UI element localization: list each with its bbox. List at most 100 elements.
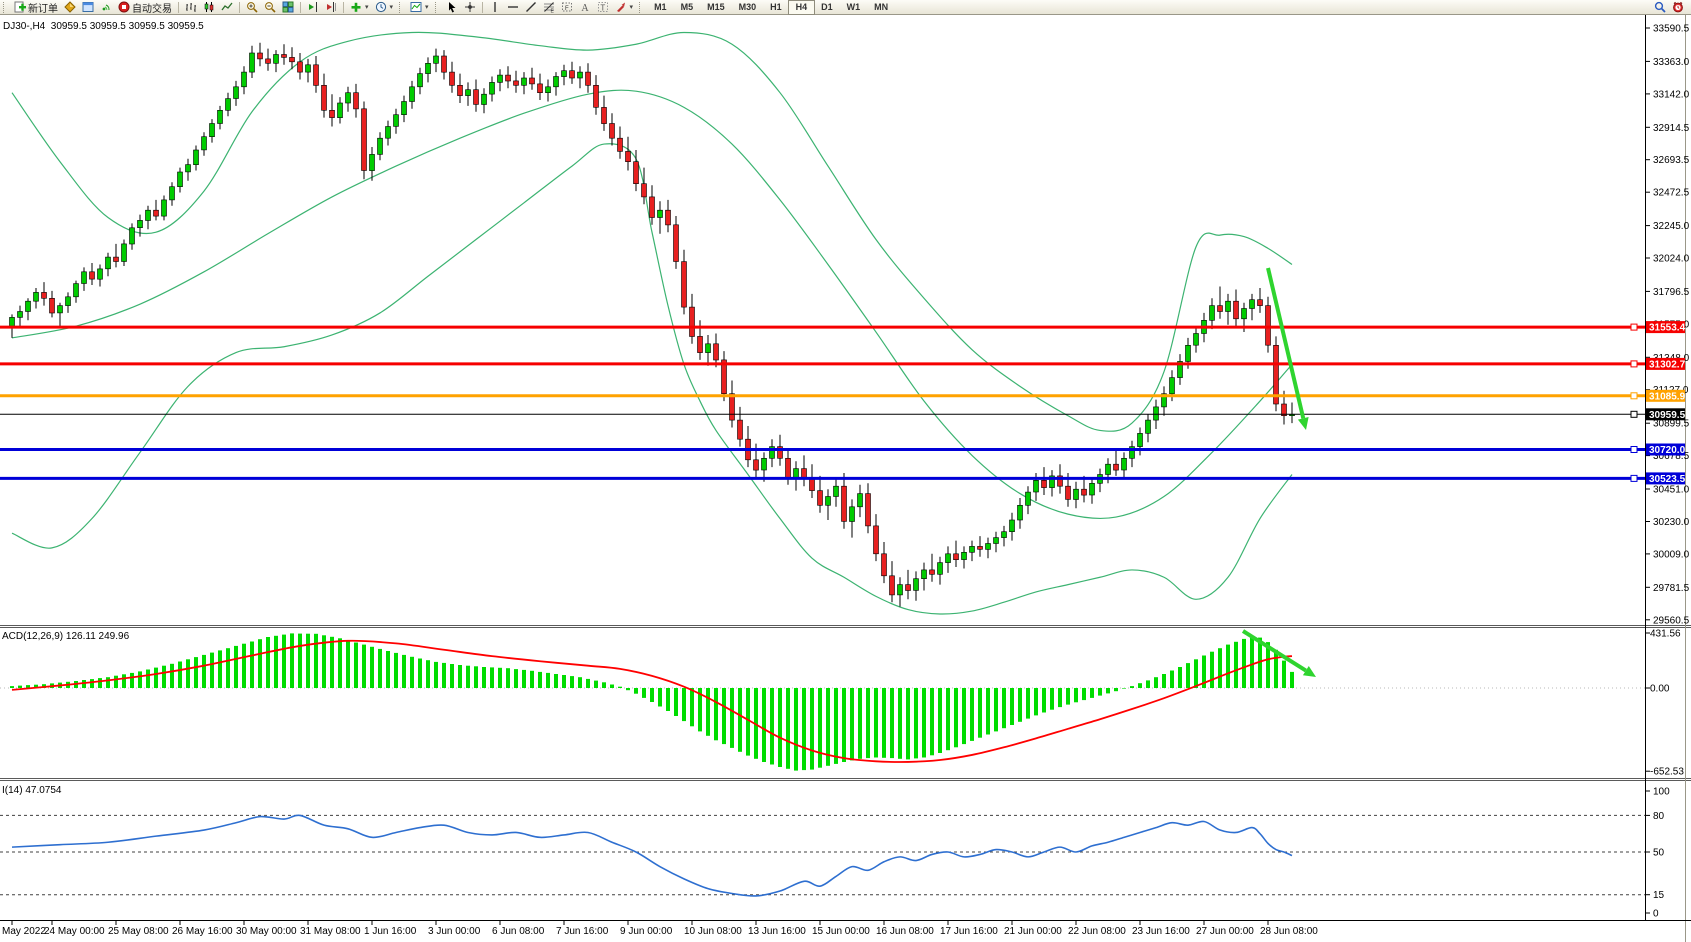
rsi-levels — [0, 814, 1645, 896]
channel-button[interactable]: F — [558, 1, 576, 14]
timeframe-h1-label: H1 — [770, 2, 782, 12]
svg-text:31553.4: 31553.4 — [1649, 323, 1686, 334]
periods-button[interactable]: ▾ — [372, 1, 397, 14]
autotrade-icon — [118, 1, 130, 13]
vertical-line-button[interactable] — [486, 1, 504, 14]
timeframe-w1[interactable]: W1 — [840, 1, 868, 14]
blue-window-icon — [82, 1, 94, 13]
timeframe-m15-label: M15 — [707, 2, 725, 12]
price-axis[interactable]: 33590.5 33363.0 33142.0 32914.5 32693.5 32472… — [1630, 0, 1690, 942]
new-order-button[interactable]: 新订单 — [11, 1, 61, 15]
svg-text:30230.0: 30230.0 — [1653, 517, 1690, 528]
svg-text:33363.0: 33363.0 — [1653, 57, 1690, 68]
toolbar-separator — [481, 1, 483, 13]
pane-dividers[interactable] — [0, 625, 1691, 781]
timeframe-h4-label: H4 — [795, 2, 808, 12]
trendline-button[interactable] — [522, 1, 540, 14]
toolbar-grip[interactable] — [639, 1, 643, 13]
axis-price-label: 30523.5 — [1646, 472, 1686, 485]
rsi-indicator-label: I(14) 47.0754 — [2, 785, 62, 796]
dropdown-caret-icon[interactable]: ▾ — [629, 4, 634, 11]
signals-button[interactable] — [97, 1, 115, 14]
cursor-button[interactable] — [443, 1, 461, 14]
svg-text:431.56: 431.56 — [1650, 629, 1681, 640]
market-watch-button[interactable] — [79, 1, 97, 14]
new-order-button-label: 新订单 — [28, 3, 58, 15]
macd-down-arrow-object[interactable] — [1241, 629, 1316, 677]
timeframe-h4[interactable]: H4 — [787, 0, 816, 15]
candle-chart-button[interactable] — [200, 1, 218, 14]
svg-text:31796.5: 31796.5 — [1653, 287, 1690, 298]
bb-upper-line — [11, 31, 1293, 432]
timeframe-h1[interactable]: H1 — [763, 1, 789, 14]
timeframe-d1[interactable]: D1 — [814, 1, 840, 14]
svg-text:33142.0: 33142.0 — [1653, 89, 1690, 100]
timeframe-mn-label: MN — [874, 2, 889, 12]
dropdown-caret-icon[interactable]: ▾ — [425, 4, 429, 11]
svg-text:21 Jun 00:00: 21 Jun 00:00 — [1004, 926, 1062, 937]
line-chart-button[interactable] — [218, 1, 236, 14]
timeframe-m30[interactable]: M30 — [732, 1, 764, 14]
toolbar-grip[interactable] — [434, 1, 439, 13]
toolbar-right-group — [1651, 1, 1687, 14]
svg-text:May 2022: May 2022 — [2, 926, 46, 937]
text-button[interactable]: A — [576, 1, 594, 14]
svg-text:T: T — [600, 3, 605, 12]
toolbar-grip[interactable] — [3, 1, 7, 13]
timeframe-m5[interactable]: M5 — [674, 1, 701, 14]
gold-diamond-icon — [64, 1, 76, 13]
svg-text:15: 15 — [1653, 890, 1665, 901]
timeframe-mn[interactable]: MN — [867, 1, 895, 14]
alerts-button[interactable] — [1669, 1, 1687, 14]
axis-price-label: 30720.0 — [1646, 443, 1686, 456]
svg-text:0: 0 — [1653, 909, 1659, 920]
autotrading-button[interactable]: 自动交易 — [115, 1, 175, 15]
zoom-out-button[interactable] — [261, 1, 279, 14]
arrows-button[interactable]: ▾ — [612, 1, 637, 14]
search-button[interactable] — [1651, 1, 1669, 14]
svg-text:32024.0: 32024.0 — [1653, 254, 1690, 265]
svg-text:9 Jun 00:00: 9 Jun 00:00 — [620, 926, 673, 937]
chart-shift-button[interactable] — [322, 1, 340, 14]
timeframe-m30-label: M30 — [738, 2, 757, 12]
dropdown-caret-icon[interactable]: ▾ — [365, 4, 369, 11]
dropdown-caret-icon[interactable]: ▾ — [389, 4, 394, 11]
zoom-in-icon — [246, 1, 258, 13]
fibonacci-button[interactable]: E — [540, 1, 558, 14]
signal-icon — [100, 1, 112, 13]
bb-middle-line — [11, 89, 1293, 520]
timeframe-m15[interactable]: M15 — [700, 1, 732, 14]
timeframe-m1[interactable]: M1 — [647, 1, 674, 14]
horizontal-lines[interactable] — [0, 325, 1645, 480]
svg-text:29781.5: 29781.5 — [1653, 583, 1690, 594]
fibo-icon: E — [543, 1, 555, 13]
shapes-icon — [615, 1, 627, 13]
svg-text:7 Jun 16:00: 7 Jun 16:00 — [556, 926, 609, 937]
auto-scroll-icon — [307, 1, 319, 13]
down-arrow-object[interactable] — [1266, 267, 1309, 430]
toolbar: 新订单 自动交易 ▾ ▾ ▾ E F A T ▾ M1 M5 M15 M30 H1 H4 D1 W1 MN — [0, 0, 1691, 15]
zoom-in-button[interactable] — [243, 1, 261, 14]
templates-button[interactable]: ▾ — [407, 1, 432, 14]
toolbar-grip[interactable] — [399, 1, 403, 13]
svg-text:22 Jun 08:00: 22 Jun 08:00 — [1068, 926, 1126, 937]
text-label-button[interactable]: T — [594, 1, 612, 14]
tile-windows-button[interactable] — [279, 1, 297, 14]
svg-text:26 May 16:00: 26 May 16:00 — [172, 926, 233, 937]
auto-scroll-button[interactable] — [304, 1, 322, 14]
svg-text:80: 80 — [1653, 811, 1665, 822]
indicators-button[interactable]: ▾ — [347, 1, 372, 14]
text-a-icon: A — [579, 1, 591, 13]
axis-price-label: 31302.7 — [1646, 357, 1686, 370]
svg-text:50: 50 — [1653, 848, 1665, 859]
market-depth-button[interactable] — [61, 1, 79, 14]
timeframe-d1-label: D1 — [821, 2, 833, 12]
bar-chart-button[interactable] — [182, 1, 200, 14]
horizontal-line-button[interactable] — [504, 1, 522, 14]
crosshair-button[interactable] — [461, 1, 479, 14]
svg-text:31085.9: 31085.9 — [1649, 391, 1686, 402]
cursor-icon — [446, 1, 458, 13]
bollinger-bands[interactable] — [11, 31, 1293, 615]
